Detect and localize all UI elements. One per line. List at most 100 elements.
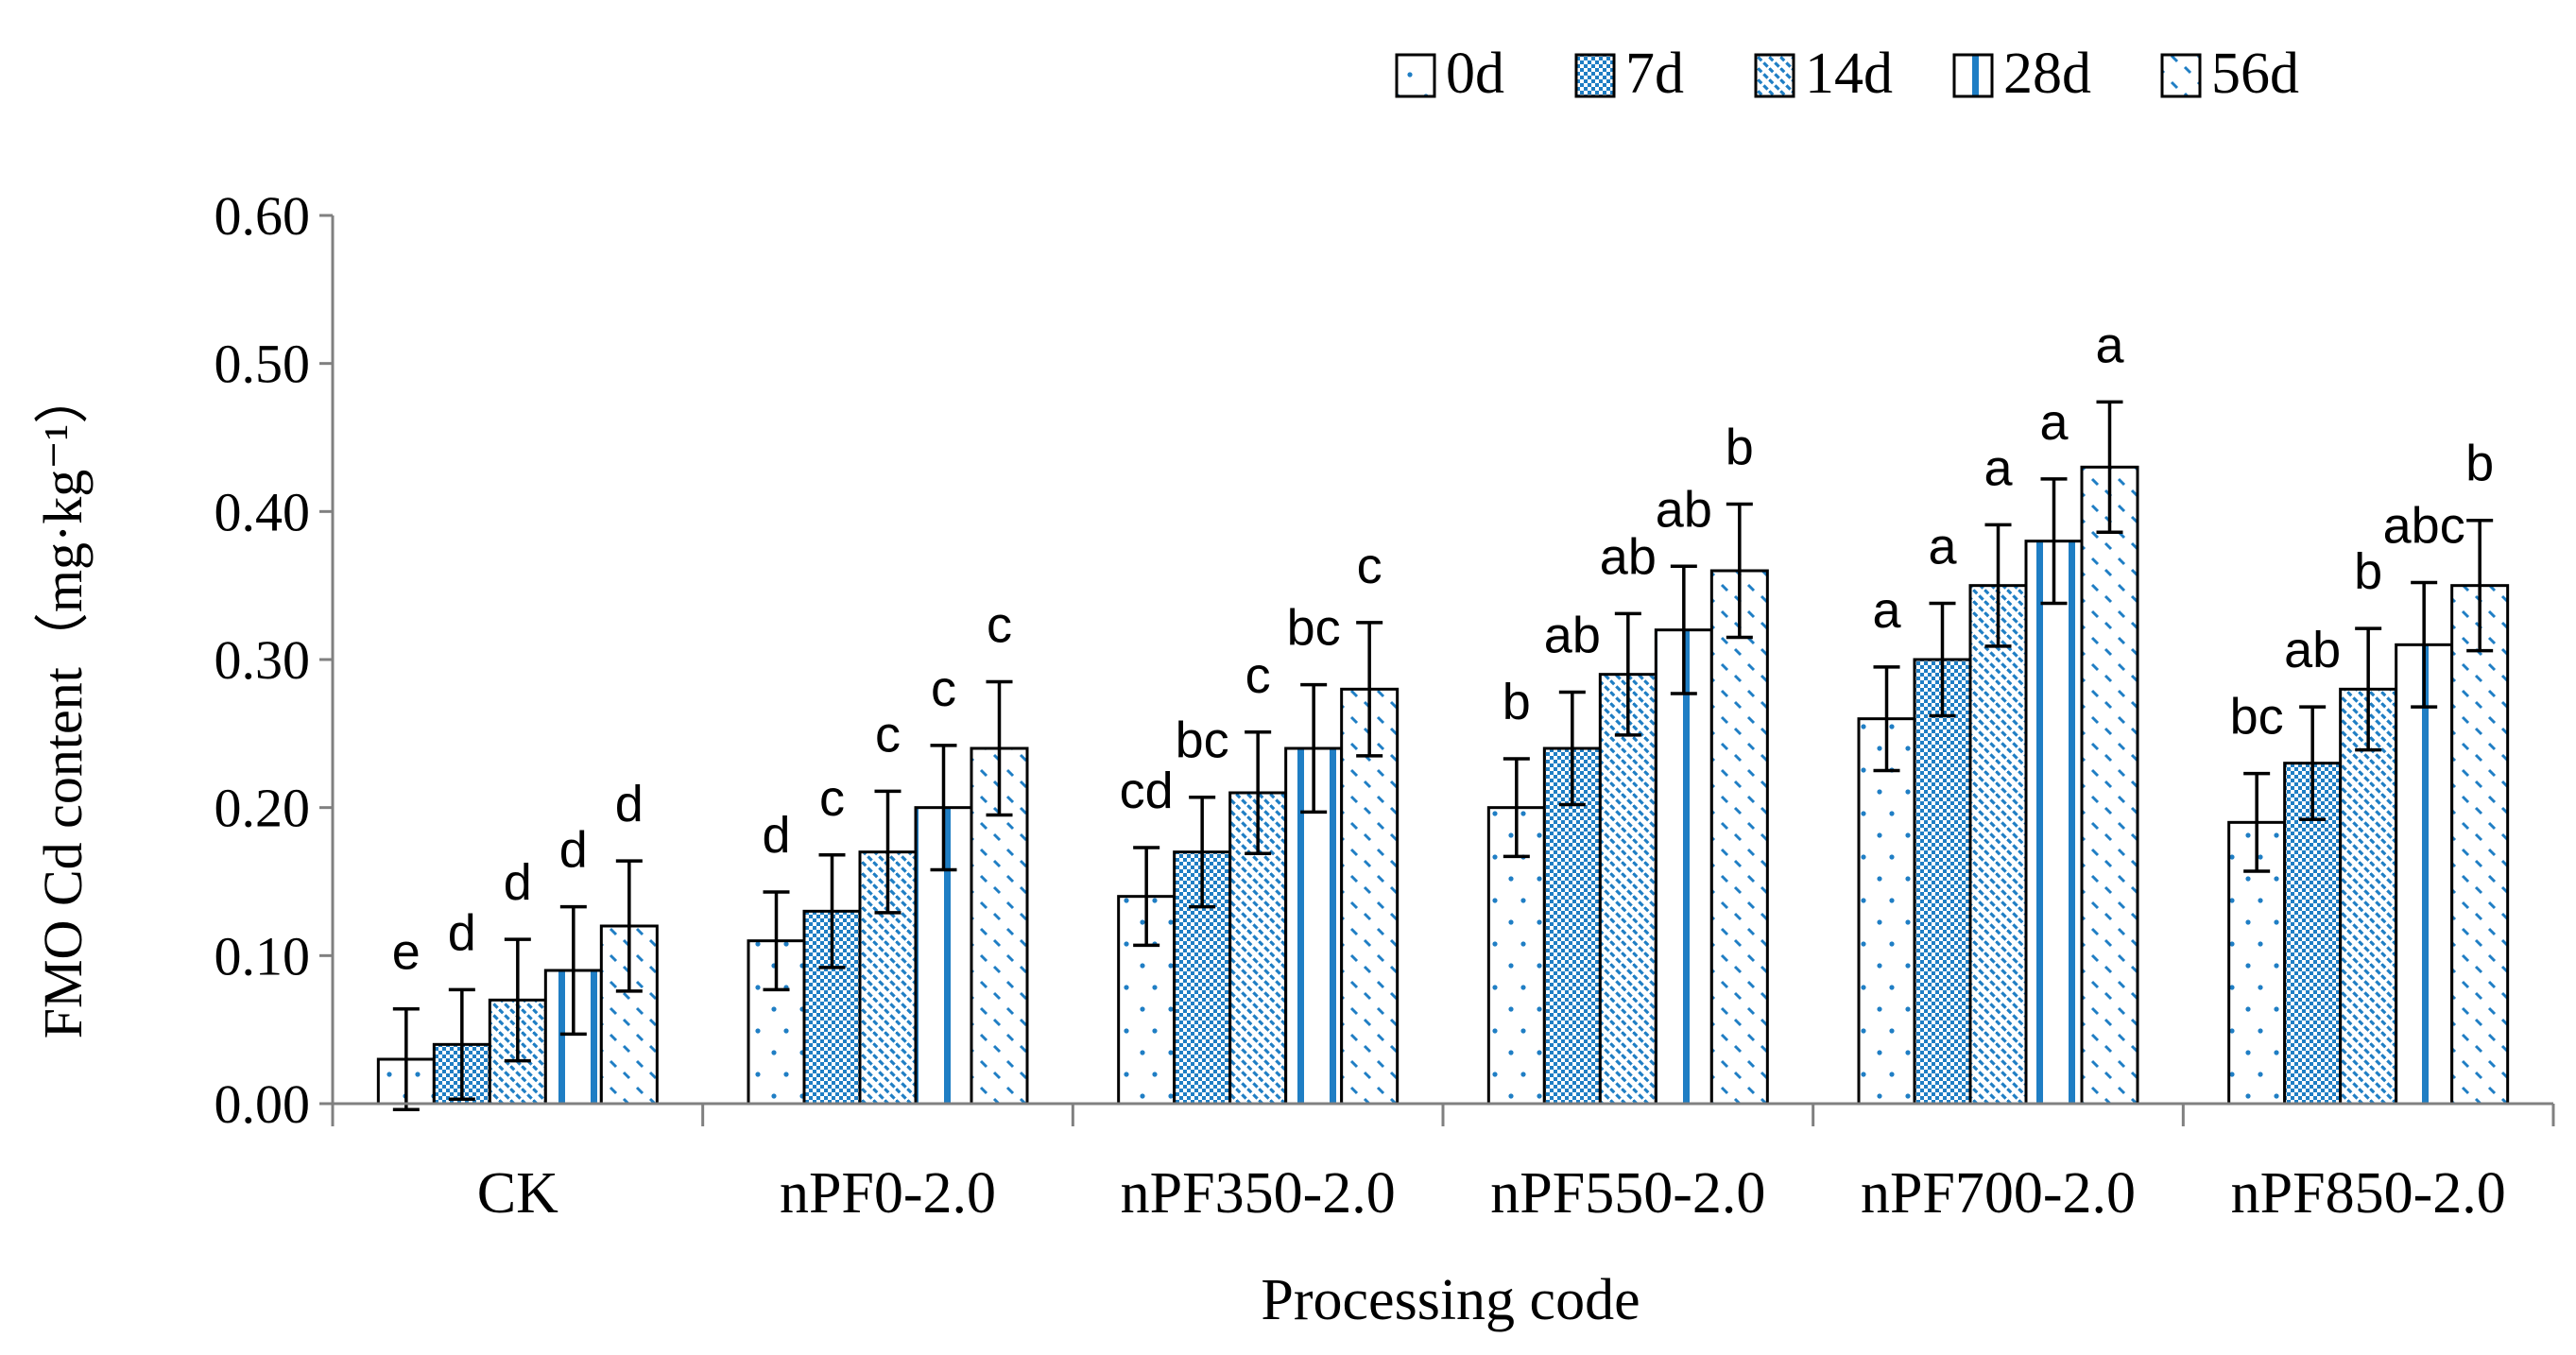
significance-letter: a: [2039, 394, 2069, 451]
legend-item: 14d: [1754, 42, 1893, 106]
error-bar: [1929, 601, 1956, 718]
significance-letter: ab: [1544, 607, 1601, 663]
error-bar: [615, 859, 643, 993]
bar: [2395, 643, 2454, 1106]
error-bar: [2243, 771, 2271, 873]
error-bar: [1984, 523, 2012, 648]
bar: [1857, 717, 1916, 1106]
significance-letter: c: [1245, 647, 1271, 704]
bar: [1968, 584, 2028, 1106]
significance-letter: c: [987, 597, 1012, 654]
error-bar: [1503, 757, 1530, 859]
error-bar: [818, 853, 846, 969]
error-bar: [1558, 690, 1586, 807]
x-tick-label: CK: [477, 1161, 558, 1226]
y-axis-label: FMO Cd content（mg·kg⁻¹）: [32, 369, 94, 1039]
x-tick-label: nPF850-2.0: [2231, 1161, 2506, 1226]
significance-letter: ab: [2284, 622, 2341, 678]
y-axis: 0.00 0.10 0.20 0.30 0.40 0.50 0.60: [215, 185, 335, 1135]
error-bar: [559, 904, 587, 1037]
error-bar: [2040, 477, 2068, 606]
legend-label: 7d: [1625, 42, 1684, 106]
significance-letter: ab: [1656, 481, 1712, 538]
error-bar: [392, 1006, 420, 1112]
significance-letter: a: [1872, 582, 1901, 639]
x-tick-label: nPF700-2.0: [1861, 1161, 2136, 1226]
significance-letter: c: [1357, 538, 1382, 594]
x-tick-label: nPF350-2.0: [1121, 1161, 1396, 1226]
error-bar: [986, 679, 1013, 817]
legend-label: 14d: [1805, 42, 1893, 106]
significance-letter: d: [615, 776, 644, 832]
significance-letter: bc: [1176, 712, 1229, 769]
error-bar: [1189, 795, 1216, 909]
bar: [1654, 628, 1713, 1106]
legend-item: 56d: [2160, 42, 2299, 106]
error-bar: [1245, 730, 1272, 855]
significance-letter: d: [559, 822, 588, 879]
error-bar: [2355, 626, 2382, 752]
legend-item: 7d: [1574, 42, 1684, 106]
x-tick-label: nPF550-2.0: [1490, 1161, 1765, 1226]
plot-area: 0.000.100.200.300.400.500.60 edcdbabcdcb…: [215, 185, 2555, 1226]
significance-letter: c: [819, 770, 845, 827]
y-tick-label: 0.00: [215, 1073, 311, 1135]
legend-swatch: [1574, 53, 1616, 98]
error-bar: [2466, 518, 2494, 653]
legend-label: 56d: [2211, 42, 2299, 106]
error-bar: [930, 744, 957, 872]
error-bar: [874, 789, 902, 915]
bar: [1598, 673, 1657, 1106]
legend-item: 28d: [1952, 42, 2091, 106]
legend-swatch: [1395, 53, 1436, 98]
y-tick-label: 0.40: [215, 481, 311, 542]
significance-letter: a: [1928, 518, 1957, 575]
error-bar: [1670, 564, 1697, 695]
bar: [2080, 465, 2139, 1106]
significance-letter: a: [1984, 439, 2013, 496]
significance-letter: abc: [2383, 498, 2465, 555]
y-tick-label: 0.30: [215, 629, 311, 691]
legend: 0d 7d 14d 28d 56d: [1395, 42, 2299, 106]
significance-letter: b: [2465, 436, 2494, 492]
error-bar: [1133, 846, 1160, 948]
significance-letter: b: [1726, 420, 1754, 476]
legend-swatch: [2160, 53, 2202, 98]
y-tick-label: 0.60: [215, 185, 311, 247]
x-tick-label: nPF0-2.0: [780, 1161, 996, 1226]
significance-letter: bc: [2230, 689, 2284, 746]
error-bar: [504, 937, 531, 1063]
significance-letter: b: [1503, 674, 1531, 730]
legend-label: 0d: [1446, 42, 1504, 106]
bar: [1709, 569, 1769, 1106]
y-tick-label: 0.20: [215, 778, 311, 839]
significance-letter: ab: [1600, 528, 1657, 585]
error-bar: [763, 890, 790, 992]
significance-letter: e: [392, 924, 421, 981]
error-bar: [448, 987, 475, 1102]
significance-letter: cd: [1120, 763, 1174, 819]
error-bar: [1726, 502, 1753, 640]
y-tick-label: 0.50: [215, 334, 311, 395]
legend-label: 28d: [2003, 42, 2091, 106]
legend-swatch: [1952, 53, 1994, 98]
significance-letter: d: [448, 904, 476, 961]
x-axis: CK nPF0-2.0 nPF350-2.0 nPF550-2.0 nPF700-2.0…: [331, 1102, 2555, 1226]
error-bar: [2411, 580, 2438, 709]
legend-item: 0d: [1395, 42, 1504, 106]
significance-letter: bc: [1287, 600, 1341, 657]
y-tick-label: 0.10: [215, 925, 311, 986]
bar: [2450, 584, 2510, 1106]
error-bar: [1300, 682, 1328, 815]
bar: [2024, 540, 2084, 1106]
error-bar: [1614, 611, 1641, 737]
legend-swatch: [1754, 53, 1795, 98]
significance-letter: c: [931, 660, 956, 717]
bar: [1913, 658, 1972, 1106]
significance-letter: a: [2095, 317, 2124, 373]
significance-letter: d: [504, 854, 532, 911]
